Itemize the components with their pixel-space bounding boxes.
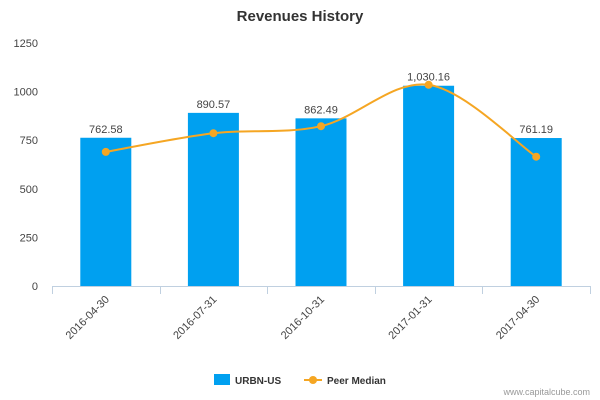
y-tick-label: 250 — [20, 232, 38, 244]
y-tick-label: 750 — [20, 135, 38, 147]
x-tick-label: 2016-04-30 — [64, 294, 112, 342]
peer-median-series — [101, 80, 541, 161]
legend-urbn-us-label: URBN-US — [235, 376, 281, 387]
x-tick-label: 2016-07-31 — [171, 294, 219, 342]
y-tick-label: 1250 — [14, 38, 38, 50]
x-axis: 2016-04-30 2016-07-31 2016-10-31 2017-01-31… — [52, 286, 591, 342]
legend[interactable]: URBN-US Peer Median — [214, 374, 386, 387]
x-tick-label: 2017-04-30 — [494, 294, 542, 342]
legend-urbn-us-swatch — [214, 374, 230, 385]
bar[interactable] — [403, 85, 455, 286]
y-tick-label: 0 — [32, 281, 38, 293]
y-tick-label: 1000 — [14, 87, 38, 99]
legend-peer-median-label: Peer Median — [327, 376, 386, 387]
x-tick-label: 2016-10-31 — [279, 294, 327, 342]
peer-median-point[interactable] — [424, 80, 433, 89]
y-axis: 0 250 500 750 1000 1250 — [14, 38, 38, 293]
bar[interactable] — [295, 118, 347, 287]
bar[interactable] — [187, 112, 239, 286]
peer-median-point[interactable] — [101, 147, 110, 156]
legend-peer-median-marker — [309, 376, 317, 384]
chart-title: Revenues History — [237, 8, 364, 25]
bar-data-label: 761.19 — [519, 124, 553, 136]
bar-data-label: 862.49 — [304, 104, 338, 116]
bar-data-labels: 762.58 890.57 862.49 1,030.16 761.19 — [89, 72, 553, 136]
x-tick-label: 2017-01-31 — [386, 294, 434, 342]
bar-data-label: 890.57 — [197, 99, 231, 111]
bar-data-label: 762.58 — [89, 124, 123, 136]
bar-series-urbn-us — [80, 85, 562, 287]
peer-median-point[interactable] — [317, 122, 325, 131]
bar-data-label: 1,030.16 — [407, 72, 450, 84]
credit-text[interactable]: www.capitalcube.com — [502, 387, 590, 397]
y-tick-label: 500 — [20, 184, 38, 196]
bar[interactable] — [80, 137, 132, 286]
peer-median-point[interactable] — [532, 152, 541, 161]
peer-median-point[interactable] — [209, 129, 218, 138]
bar[interactable] — [510, 138, 562, 286]
